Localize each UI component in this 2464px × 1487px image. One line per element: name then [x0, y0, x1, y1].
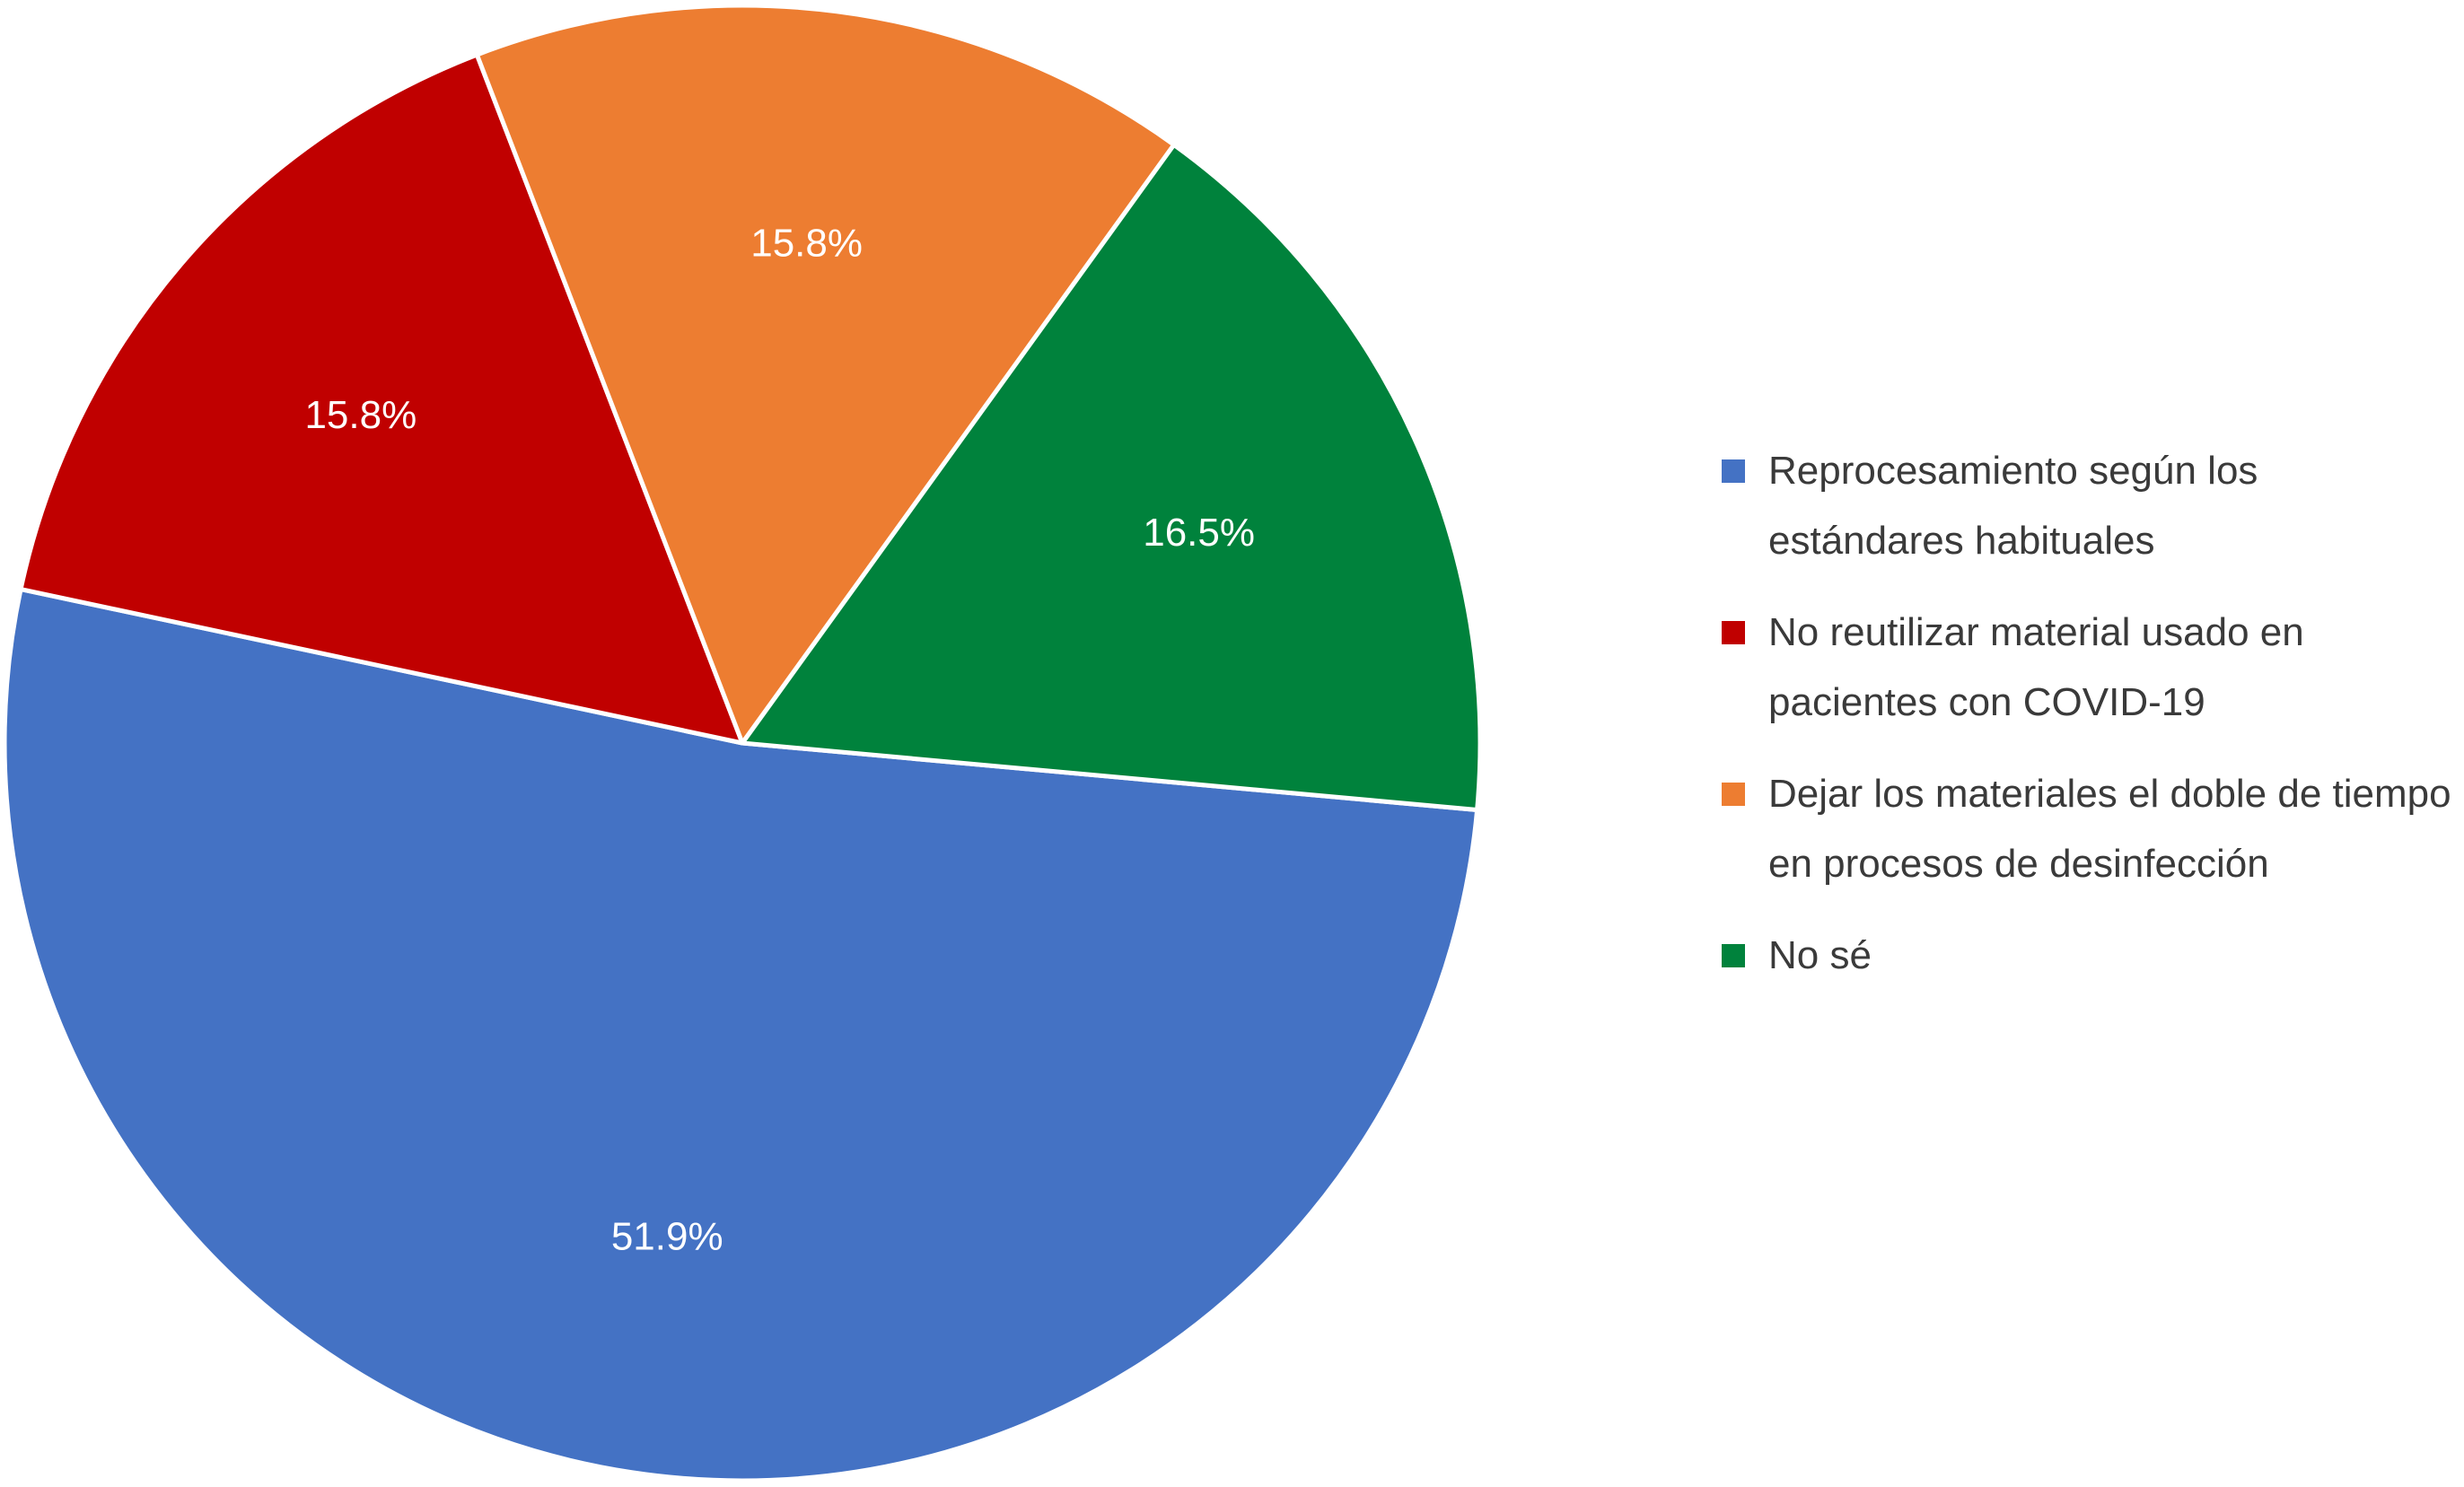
slice-value-label: 15.8%	[304, 393, 417, 437]
slice-value-label: 51.9%	[611, 1214, 723, 1258]
legend-label: No reutilizar material usado en paciente…	[1768, 610, 2304, 724]
pie-slice	[740, 142, 1483, 812]
pie-slices	[2, 3, 1483, 1483]
pie-slice-labels: 51.9% 15.8% 15.8% 16.5%	[304, 221, 1255, 1258]
slice-value-label: 16.5%	[1143, 511, 1255, 555]
legend-swatch	[1722, 944, 1745, 967]
legend-swatch	[1722, 459, 1745, 483]
legend-item: No sé	[1722, 921, 2458, 991]
legend: Reprocesamiento según los estándares hab…	[1722, 436, 2458, 1012]
legend-label: No sé	[1768, 933, 1872, 977]
pie-slice	[2, 587, 1480, 1483]
legend-item: No reutilizar material usado en paciente…	[1722, 598, 2458, 738]
legend-label: Reprocesamiento según los estándares hab…	[1768, 449, 2258, 563]
legend-item: Dejar los materiales el doble de tiempo …	[1722, 759, 2458, 899]
pie-slice	[18, 52, 745, 746]
legend-item: Reprocesamiento según los estándares hab…	[1722, 436, 2458, 576]
legend-swatch	[1722, 783, 1745, 806]
slice-value-label: 15.8%	[750, 221, 863, 265]
pie-slice	[474, 3, 1177, 746]
legend-label: Dejar los materiales el doble de tiempo …	[1768, 772, 2451, 886]
legend-swatch	[1722, 621, 1745, 644]
